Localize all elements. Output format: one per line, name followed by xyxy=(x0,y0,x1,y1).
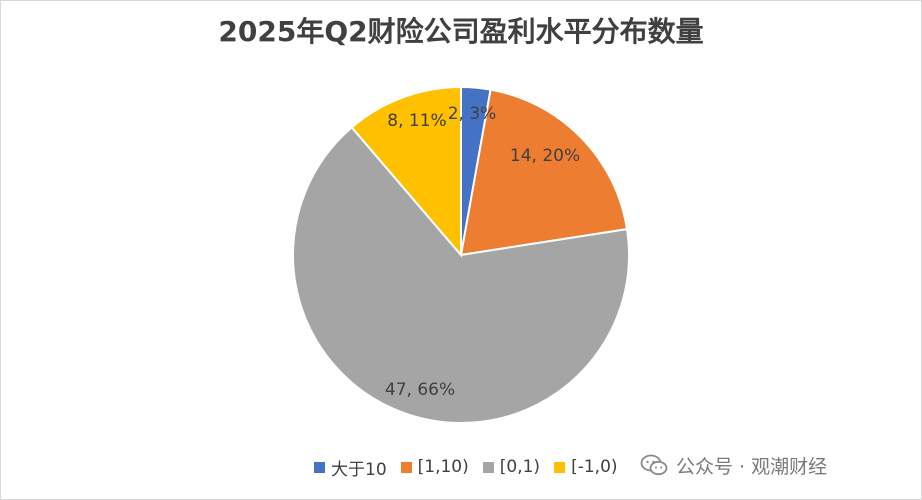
watermark: 公众号 · 观潮财经 xyxy=(640,452,827,478)
data-label: 14, 20% xyxy=(510,146,580,166)
legend-label: [1,10) xyxy=(417,457,469,477)
wechat-icon xyxy=(640,454,668,476)
legend-swatch xyxy=(314,461,325,473)
legend-item: [1,10) xyxy=(400,457,469,477)
data-label: 8, 11% xyxy=(387,111,446,131)
legend-label: [0,1) xyxy=(499,457,541,477)
chart-legend: 大于10 [1,10) [0,1) [-1,0) xyxy=(314,455,632,480)
legend-item: 大于10 xyxy=(314,455,387,480)
pie-slice xyxy=(459,88,629,257)
legend-swatch xyxy=(482,461,494,473)
watermark-text: 公众号 · 观潮财经 xyxy=(676,455,828,478)
legend-label: [-1,0) xyxy=(571,457,618,477)
legend-item: [0,1) xyxy=(482,457,541,477)
data-label: 47, 66% xyxy=(385,380,455,400)
legend-label: 大于10 xyxy=(331,459,387,480)
legend-item: [-1,0) xyxy=(554,457,618,477)
pie-slice xyxy=(292,125,630,424)
legend-swatch xyxy=(554,461,566,473)
data-label: 2, 3% xyxy=(448,104,497,124)
pie-slice xyxy=(350,85,462,258)
legend-swatch xyxy=(400,461,412,473)
chart-title: 2025年Q2财险公司盈利水平分布数量 xyxy=(218,15,704,48)
